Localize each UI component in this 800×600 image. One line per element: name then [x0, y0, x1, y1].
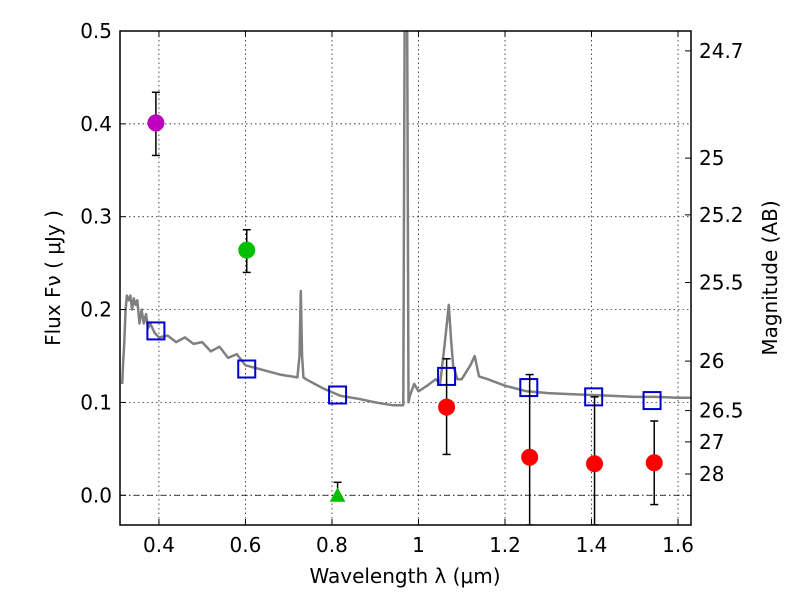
- plot-frame: [119, 30, 692, 526]
- observed-photometry-point: [238, 241, 256, 259]
- observed-photometry-point: [645, 454, 663, 472]
- observed-upper-limit-marker: [329, 487, 346, 502]
- x-tick-label: 1.2: [489, 533, 521, 557]
- model-photometry-square: [519, 378, 539, 398]
- model-photometry-square: [146, 321, 166, 341]
- mag-tick-label: 25.5: [699, 271, 744, 295]
- mag-tick-label: 25.2: [699, 203, 744, 227]
- model-photometry-square: [584, 387, 604, 407]
- observed-photometry-point: [147, 114, 165, 132]
- y-tick-label: 0.2: [80, 298, 112, 322]
- model-photometry-square: [237, 359, 257, 379]
- x-tick-label: 1.4: [576, 533, 608, 557]
- mag-tick-label: 26.5: [699, 399, 744, 423]
- model-photometry-square: [328, 385, 348, 405]
- mag-tick-label: 26: [699, 349, 724, 373]
- y-axis-label: Flux Fν ( μJy ): [41, 210, 65, 346]
- x-axis-label: Wavelength λ (μm): [309, 564, 500, 588]
- y-tick-label: 0.3: [80, 205, 112, 229]
- x-tick-label: 0.4: [143, 533, 175, 557]
- x-tick-label: 1.6: [662, 533, 694, 557]
- mag-tick-label: 27: [699, 430, 724, 454]
- mag-tick-label: 28: [699, 462, 724, 486]
- x-tick-label: 0.8: [316, 533, 348, 557]
- y-tick-label: 0.0: [80, 483, 112, 507]
- mag-tick-label: 25: [699, 146, 724, 170]
- x-tick-label: 0.6: [230, 533, 262, 557]
- data-layer: [120, 31, 691, 525]
- tick-layer: 0.4 0.6 0.8 1 1.2 1.4 1.6 0.0 0.1 0.2 0.3 0.4 0.5 24.…: [80, 19, 743, 557]
- observed-photometry-point: [438, 398, 456, 416]
- y2-axis-label: Magnitude (AB): [758, 200, 782, 355]
- y-tick-label: 0.5: [80, 19, 112, 43]
- model-spectrum-line: [120, 31, 691, 407]
- model-photometry-square: [642, 391, 662, 411]
- observed-photometry-point: [521, 448, 539, 466]
- mag-tick-label: 24.7: [699, 39, 744, 63]
- observed-photometry-point: [586, 455, 604, 473]
- x-tick-label: 1: [412, 533, 425, 557]
- y-tick-label: 0.4: [80, 112, 112, 136]
- y-tick-label: 0.1: [80, 390, 112, 414]
